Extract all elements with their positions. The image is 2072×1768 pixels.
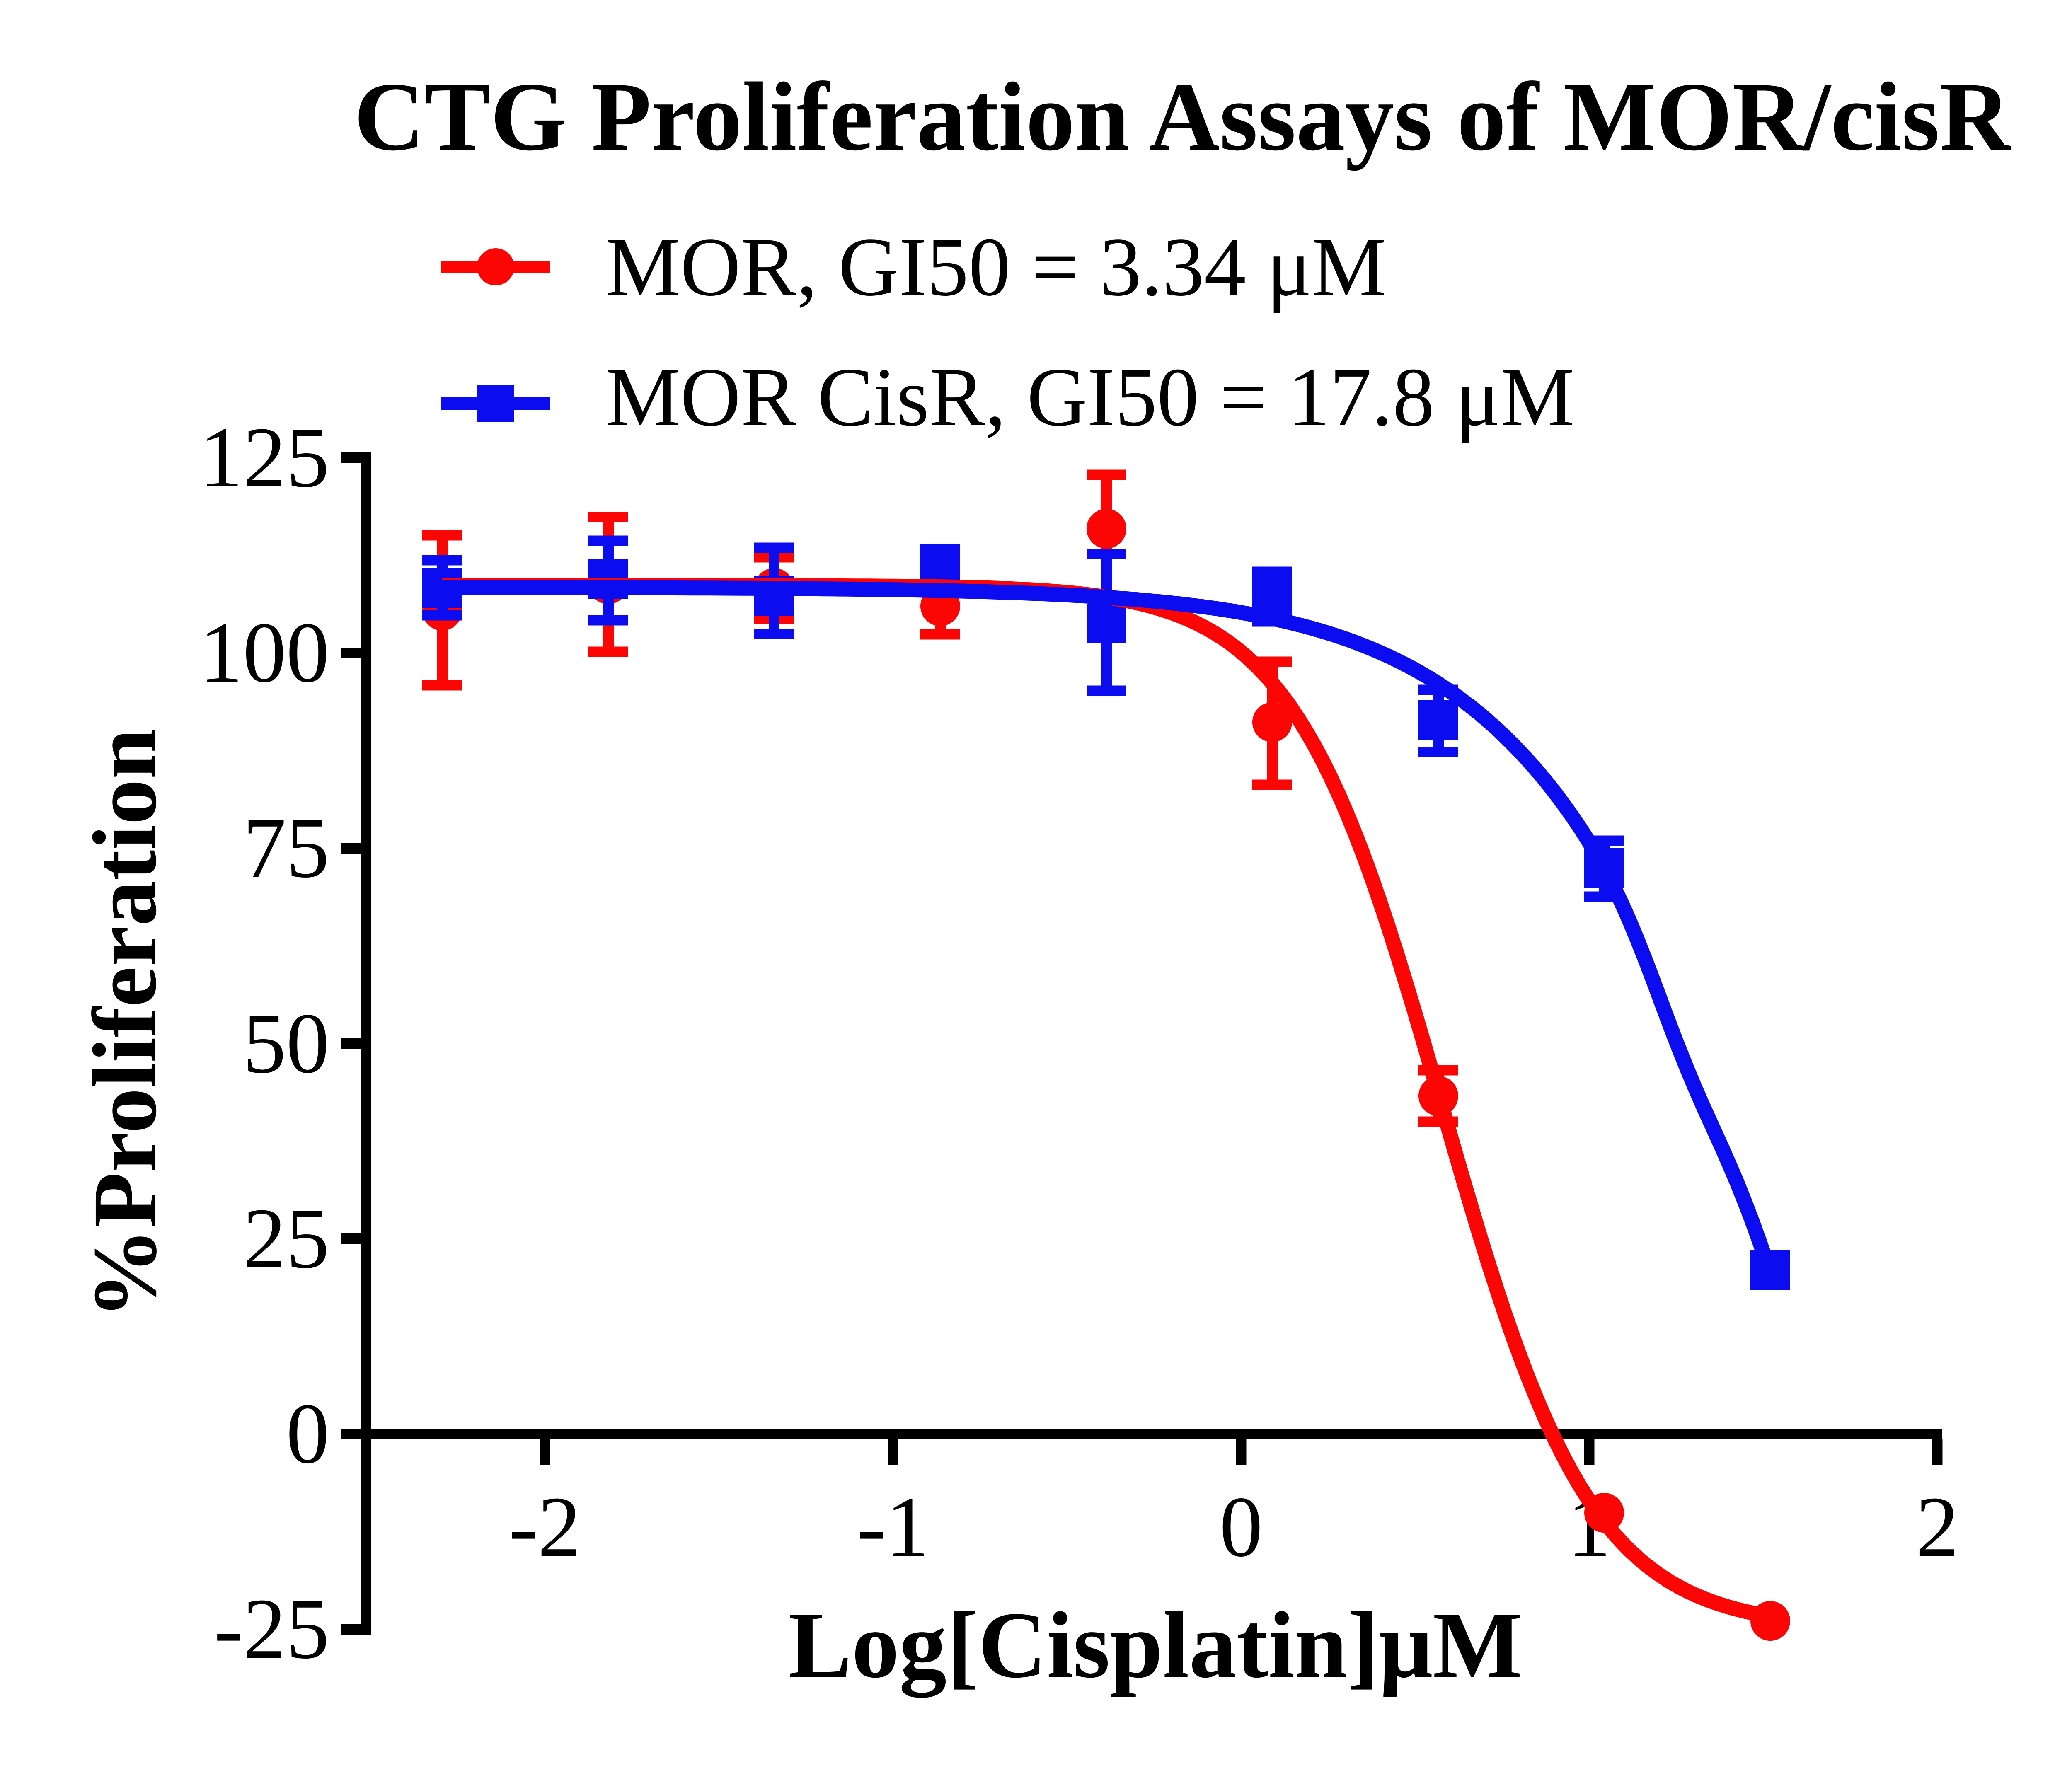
svg-text:CTG Proliferation Assays of MO: CTG Proliferation Assays of MOR/cisR — [354, 63, 2012, 171]
svg-text:-1: -1 — [857, 1479, 929, 1575]
svg-text:0: 0 — [286, 1386, 330, 1482]
svg-text:MOR, GI50 = 3.34 μM: MOR, GI50 = 3.34 μM — [606, 220, 1386, 313]
svg-text:Log[Cisplatin]μM: Log[Cisplatin]μM — [788, 1592, 1522, 1698]
svg-text:2: 2 — [1916, 1479, 1959, 1575]
svg-text:MOR CisR, GI50 = 17.8 μM: MOR CisR, GI50 = 17.8 μM — [606, 351, 1575, 443]
svg-text:%Proliferation: %Proliferation — [74, 728, 175, 1319]
svg-text:-2: -2 — [509, 1479, 581, 1575]
svg-text:-25: -25 — [214, 1581, 329, 1677]
svg-text:0: 0 — [1220, 1479, 1263, 1575]
svg-text:75: 75 — [243, 800, 329, 896]
svg-text:50: 50 — [243, 996, 329, 1091]
svg-text:25: 25 — [243, 1191, 329, 1287]
svg-text:100: 100 — [200, 605, 330, 701]
svg-text:125: 125 — [200, 410, 330, 505]
